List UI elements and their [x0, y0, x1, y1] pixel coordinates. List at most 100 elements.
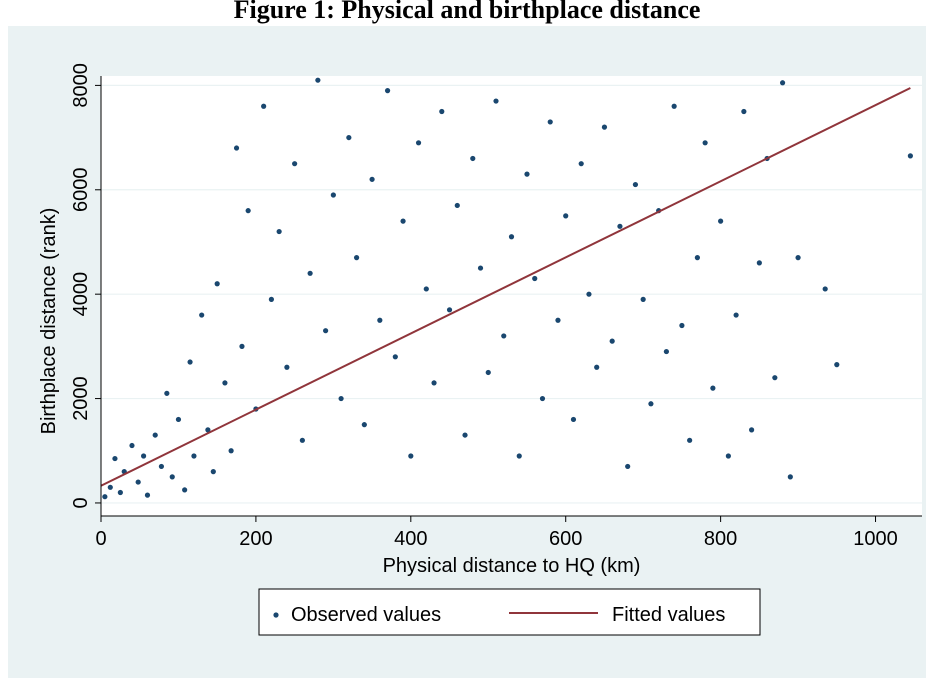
observed-point: [702, 140, 708, 146]
x-tick-label: 200: [239, 528, 272, 550]
observed-point: [338, 395, 344, 402]
observed-point: [191, 453, 197, 459]
y-axis: 0 2000 4000 6000 8000: [70, 63, 102, 516]
observed-point: [284, 364, 290, 370]
observed-point: [158, 463, 165, 470]
observed-point: [330, 192, 336, 198]
y-tick-label: 0: [70, 497, 92, 508]
observed-point: [431, 380, 437, 386]
observed-point: [787, 474, 793, 480]
observed-point: [261, 103, 267, 109]
observed-point: [307, 270, 313, 276]
observed-point: [144, 492, 151, 498]
observed-point: [822, 286, 828, 292]
observed-point: [392, 354, 398, 360]
observed-points: [102, 77, 913, 500]
observed-point: [228, 448, 234, 454]
gridlines: [101, 84, 922, 504]
observed-point: [377, 317, 383, 323]
observed-point: [462, 432, 468, 438]
observed-point: [710, 385, 716, 391]
observed-point: [470, 155, 476, 162]
observed-point: [164, 390, 170, 396]
x-tick-label: 1000: [853, 528, 898, 550]
observed-point: [772, 375, 778, 381]
observed-point: [117, 489, 123, 496]
observed-point: [733, 312, 739, 318]
observed-point: [795, 255, 801, 261]
x-tick-label: 600: [549, 528, 582, 550]
observed-point: [749, 427, 755, 433]
x-tick-label: 0: [95, 528, 106, 550]
fitted-line-group: [100, 87, 911, 487]
observed-point: [315, 77, 321, 83]
observed-point: [477, 265, 484, 271]
observed-point: [907, 153, 913, 159]
observed-point: [346, 134, 352, 141]
observed-point: [245, 208, 251, 214]
observed-point: [239, 343, 245, 349]
observed-point: [718, 218, 724, 224]
observed-point: [563, 213, 569, 219]
observed-point: [140, 453, 147, 459]
observed-point: [741, 108, 747, 115]
observed-point: [578, 161, 584, 167]
observed-point: [625, 463, 631, 470]
observed-point: [187, 359, 193, 365]
observed-point: [353, 255, 360, 261]
x-axis-title: Physical distance to HQ (km): [383, 555, 641, 577]
observed-point: [454, 202, 460, 209]
y-tick-label: 2000: [70, 376, 92, 421]
observed-point: [423, 286, 429, 292]
legend: Observed values Fitted values: [258, 588, 761, 636]
observed-point: [508, 234, 515, 240]
observed-point: [175, 416, 182, 423]
observed-point: [182, 487, 188, 493]
observed-point: [632, 181, 639, 188]
observed-point: [601, 124, 608, 130]
observed-point: [648, 401, 654, 407]
fitted-line: [100, 87, 911, 487]
observed-point: [107, 484, 113, 490]
observed-point: [323, 328, 329, 334]
observed-point: [400, 218, 406, 224]
observed-point: [609, 338, 615, 344]
observed-point: [663, 348, 670, 355]
observed-point: [112, 455, 118, 462]
observed-point: [408, 453, 414, 459]
observed-point: [725, 453, 731, 459]
x-axis: 0 200 400 600 800 1000: [95, 515, 922, 550]
chart-title: Figure 1: Physical and birthplace distan…: [233, 0, 701, 24]
observed-point: [524, 171, 530, 177]
y-axis-title: Birthplace distance (rank): [38, 208, 60, 435]
y-tick-label: 8000: [70, 63, 92, 108]
observed-point: [671, 103, 677, 109]
observed-point: [485, 369, 491, 376]
observed-point: [532, 275, 538, 282]
observed-point: [617, 223, 623, 229]
observed-point: [493, 98, 499, 104]
observed-point: [169, 474, 175, 480]
observed-point: [233, 145, 240, 151]
observed-point: [222, 380, 228, 386]
observed-point: [384, 88, 391, 94]
observed-point: [539, 395, 546, 402]
observed-point: [555, 317, 561, 323]
legend-observed-label: Observed values: [291, 604, 441, 626]
observed-point: [210, 469, 216, 475]
x-tick-label: 400: [394, 528, 427, 550]
observed-point: [547, 119, 553, 125]
observed-point: [439, 108, 445, 115]
x-tick-label: 800: [704, 528, 737, 550]
observed-point: [268, 296, 274, 302]
observed-point: [679, 322, 685, 329]
observed-point: [779, 80, 786, 86]
legend-fitted-label: Fitted values: [612, 604, 725, 626]
observed-point: [152, 432, 158, 438]
observed-point: [129, 442, 135, 449]
observed-point: [214, 281, 220, 287]
observed-point: [501, 333, 507, 339]
observed-point: [276, 228, 282, 235]
observed-point: [135, 479, 141, 485]
